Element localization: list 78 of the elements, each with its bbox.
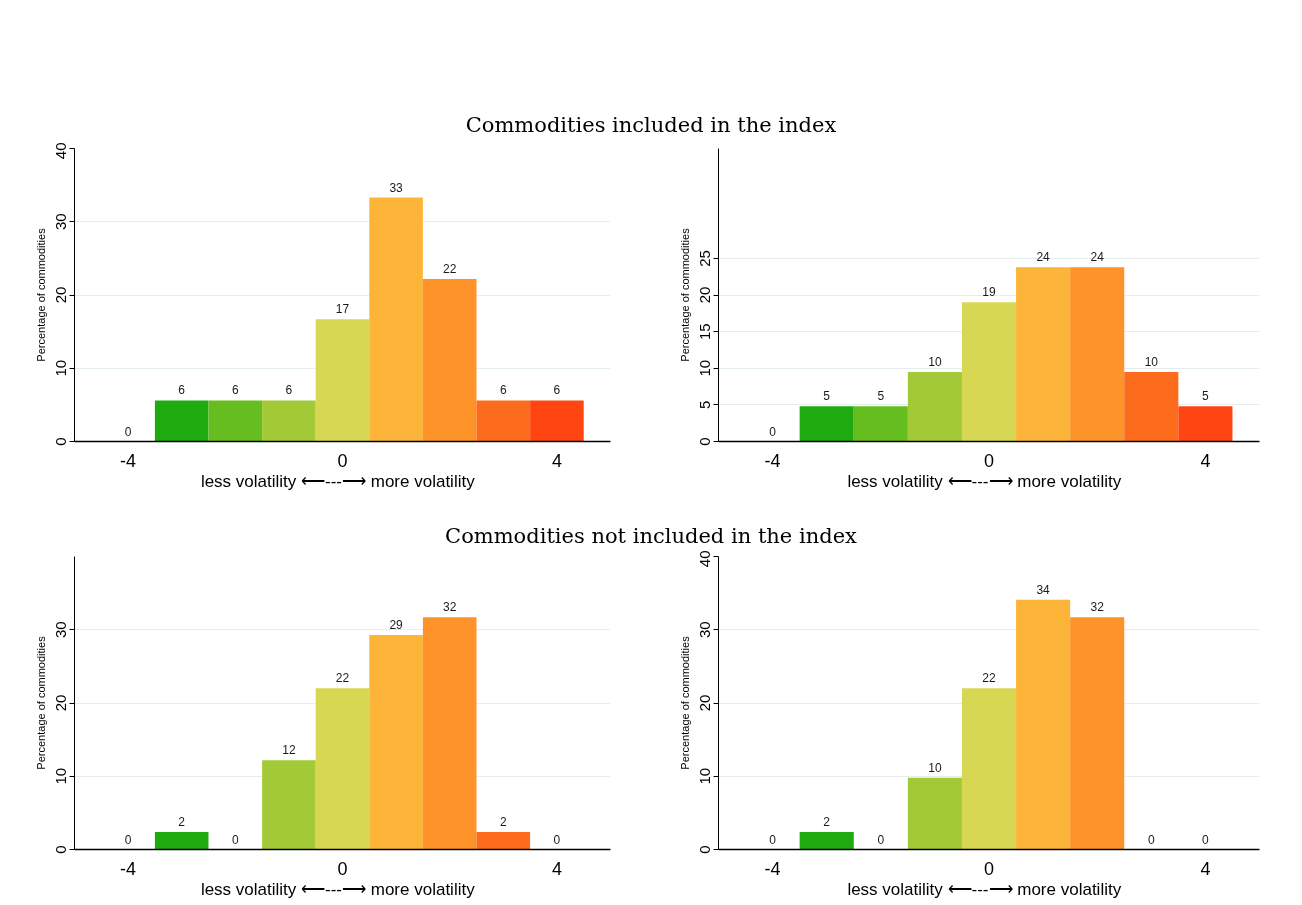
data-label: 12 [282, 743, 296, 758]
x-axis-title: less volatility ⟵---⟶ more volatility [847, 879, 1122, 899]
data-label: 0 [1147, 832, 1155, 847]
y-axis-title: Percentage of commodities [678, 635, 691, 770]
y-tick-label: 0 [695, 437, 713, 446]
data-label: 32 [443, 600, 457, 615]
y-tick-label: 15 [695, 323, 713, 340]
y-tick-label: 10 [695, 767, 713, 785]
chart-title: Commodities not included in the index [444, 523, 858, 550]
y-tick-label: 40 [51, 142, 69, 160]
data-label: 2 [178, 814, 186, 829]
data-label: 0 [877, 832, 885, 847]
data-label: 5 [1202, 389, 1210, 404]
data-label: 5 [823, 389, 831, 404]
y-tick-label: 30 [51, 621, 69, 639]
data-label: 24 [1036, 250, 1051, 265]
data-label: 6 [285, 383, 293, 398]
y-tick-label: 20 [51, 286, 69, 304]
x-axis-title: less volatility ⟵---⟶ more volatility [200, 471, 476, 491]
y-tick-label: 10 [695, 359, 713, 377]
x-tick-label: 0 [983, 858, 995, 879]
x-tick-label: -4 [120, 858, 137, 879]
data-label: 0 [124, 832, 132, 847]
x-axis-title: less volatility ⟵---⟶ more volatility [847, 471, 1122, 491]
data-label: 17 [335, 302, 350, 317]
data-label: 22 [982, 671, 996, 686]
data-label: 2 [499, 814, 507, 829]
y-axis-title: Percentage of commodities [34, 635, 47, 770]
data-label: 33 [389, 180, 404, 195]
data-label: 34 [1036, 582, 1051, 597]
y-tick-label: 0 [695, 845, 713, 854]
x-tick-label: 4 [1200, 450, 1211, 471]
y-tick-label: 20 [695, 694, 713, 712]
data-label: 22 [335, 671, 350, 686]
data-label: 10 [928, 760, 942, 775]
data-label: 0 [124, 424, 132, 439]
y-tick-label: 10 [51, 767, 69, 785]
x-tick-label: 0 [983, 450, 995, 471]
data-label: 22 [443, 261, 457, 276]
y-tick-label: 20 [695, 286, 713, 304]
x-tick-label: 0 [337, 858, 348, 879]
y-tick-label: 20 [51, 694, 69, 712]
y-tick-label: 5 [695, 400, 713, 410]
x-tick-label: -4 [764, 450, 781, 471]
x-tick-label: -4 [120, 450, 137, 471]
data-label: 0 [231, 832, 239, 847]
x-tick-label: 4 [1200, 858, 1211, 879]
y-axis-title: Percentage of commodities [34, 227, 47, 362]
y-tick-label: 10 [51, 359, 69, 377]
data-label: 29 [389, 617, 404, 632]
x-tick-label: 4 [551, 450, 562, 471]
y-tick-label: 0 [51, 437, 69, 446]
data-label: 6 [231, 383, 239, 398]
y-tick-label: 40 [695, 550, 713, 568]
data-label: 6 [553, 383, 561, 398]
y-tick-label: 25 [695, 250, 713, 267]
data-label: 10 [928, 354, 942, 369]
x-tick-label: 4 [551, 858, 562, 879]
x-tick-label: 0 [337, 450, 348, 471]
chart-title: Commodities included in the index [464, 112, 838, 139]
data-label: 6 [499, 383, 507, 398]
data-label: 0 [553, 832, 561, 847]
data-label: 32 [1090, 600, 1105, 615]
y-axis-title: Percentage of commodities [678, 227, 691, 362]
data-label: 2 [823, 814, 831, 829]
data-label: 5 [877, 389, 885, 404]
y-tick-label: 30 [51, 213, 69, 231]
y-tick-label: 30 [695, 621, 713, 639]
y-tick-label: 0 [51, 845, 69, 854]
data-label: 0 [1202, 832, 1210, 847]
data-label: 10 [1144, 354, 1159, 369]
data-label: 6 [178, 383, 186, 398]
x-tick-label: -4 [764, 858, 781, 879]
data-label: 24 [1090, 250, 1105, 265]
data-label: 0 [769, 424, 777, 439]
data-label: 19 [982, 285, 996, 300]
x-axis-title: less volatility ⟵---⟶ more volatility [200, 879, 476, 899]
data-label: 0 [769, 832, 777, 847]
